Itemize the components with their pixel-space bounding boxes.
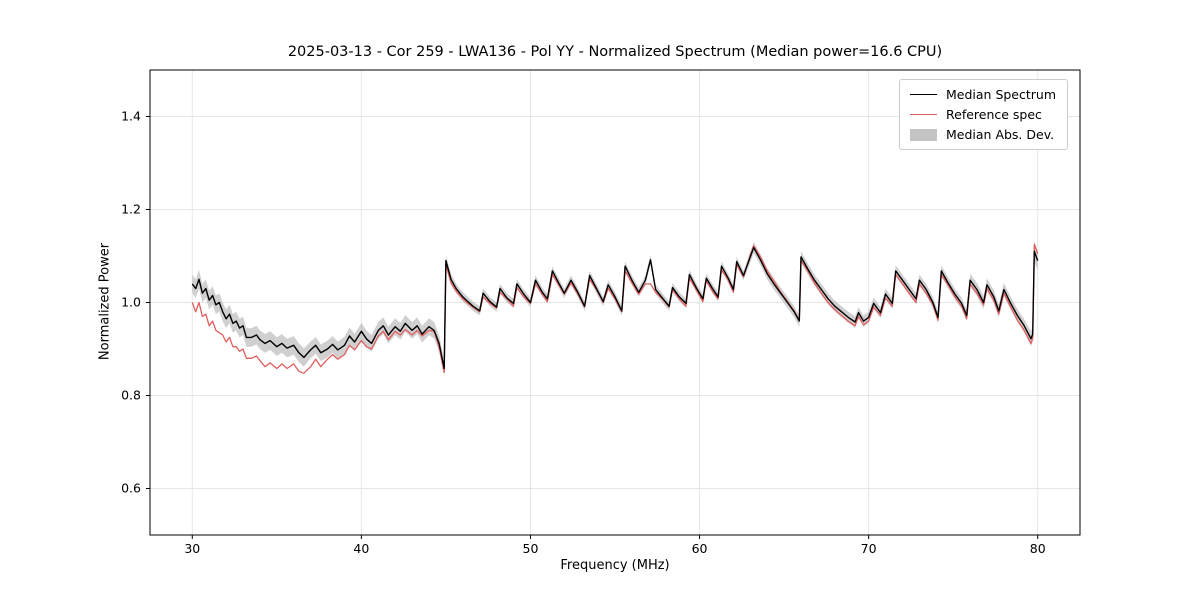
- median-spectrum-line: [191, 246, 1039, 370]
- chart-title: 2025-03-13 - Cor 259 - LWA136 - Pol YY -…: [287, 44, 943, 60]
- median-abs-dev-band: [192, 241, 1038, 377]
- median-spectrum-line-swatch: [910, 94, 937, 95]
- legend: Median Spectrum Reference spec Median Ab…: [899, 79, 1069, 150]
- reference-spec-line-swatch: [910, 114, 937, 115]
- y-tick-label: 1.2: [121, 202, 141, 217]
- median-abs-dev-band-swatch: [910, 128, 937, 141]
- legend-label: Reference spec: [946, 107, 1042, 122]
- y-tick-label: 0.6: [121, 481, 141, 496]
- legend-item-median-abs-dev: Median Abs. Dev.: [910, 127, 1056, 142]
- x-tick-label: 60: [692, 541, 708, 556]
- y-tick-label: 0.8: [121, 388, 141, 403]
- x-tick-label: 40: [353, 541, 369, 556]
- legend-item-median-spectrum: Median Spectrum: [910, 87, 1056, 102]
- x-tick-label: 50: [523, 541, 539, 556]
- y-axis-label: Normalized Power: [97, 242, 113, 361]
- legend-label: Median Abs. Dev.: [946, 127, 1055, 142]
- x-tick-label: 80: [1030, 541, 1046, 556]
- legend-label: Median Spectrum: [946, 87, 1057, 102]
- legend-item-reference-spec: Reference spec: [910, 107, 1056, 122]
- y-tick-label: 1.0: [121, 295, 141, 310]
- y-tick-label: 1.4: [121, 109, 141, 124]
- x-tick-label: 30: [184, 541, 200, 556]
- x-axis-label: Frequency (MHz): [560, 558, 670, 573]
- x-tick-label: 70: [861, 541, 877, 556]
